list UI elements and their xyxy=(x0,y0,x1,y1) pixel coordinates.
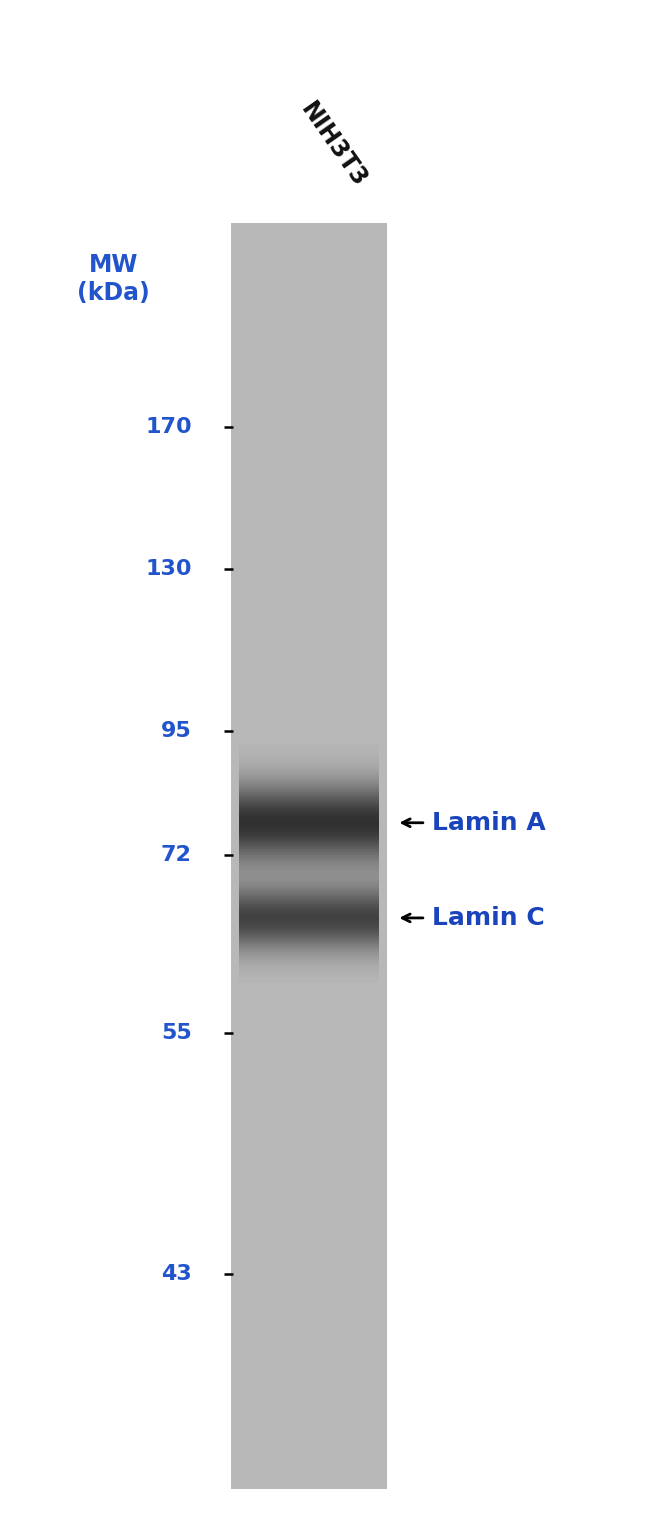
Text: Lamin C: Lamin C xyxy=(432,906,545,930)
Text: 95: 95 xyxy=(161,720,192,741)
Text: 43: 43 xyxy=(161,1263,192,1285)
Text: 72: 72 xyxy=(161,844,192,866)
Text: 55: 55 xyxy=(161,1022,192,1044)
Text: NIH3T3: NIH3T3 xyxy=(296,98,371,192)
Text: 130: 130 xyxy=(145,559,192,580)
Text: 170: 170 xyxy=(145,416,192,437)
Text: MW
(kDa): MW (kDa) xyxy=(77,253,150,305)
Bar xyxy=(231,223,387,1489)
Text: Lamin A: Lamin A xyxy=(432,810,546,835)
